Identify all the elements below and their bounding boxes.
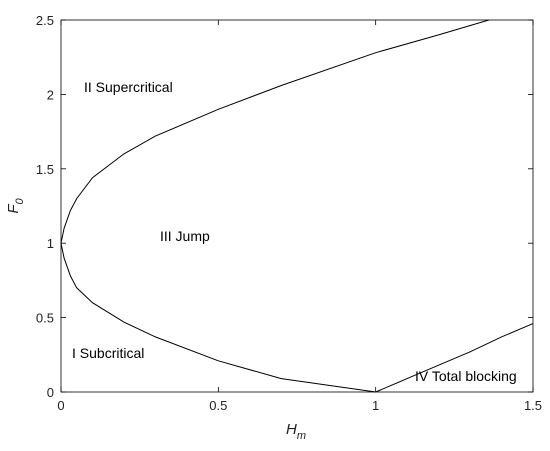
y-axis-label: F0 [5, 197, 26, 213]
x-tick-label: 1 [372, 398, 379, 413]
x-tick-label: 1.5 [524, 398, 542, 413]
curve [60, 243, 376, 393]
plot-frame [60, 19, 534, 393]
x-tick-label: 0.5 [209, 398, 227, 413]
y-tick-label: 0.5 [36, 311, 54, 326]
y-tick-label: 1.5 [36, 162, 54, 177]
y-axis-label-main: F [5, 204, 22, 214]
y-tick-label: 2 [47, 87, 54, 102]
curve [375, 323, 534, 393]
curve [60, 19, 490, 244]
y-tick-label: 2.5 [36, 13, 54, 28]
y-tick-label: 0 [47, 385, 54, 400]
region-label: III Jump [160, 228, 210, 244]
y-axis-label-sub: 0 [14, 197, 26, 204]
region-label: I Subcritical [72, 345, 144, 361]
y-tick-label: 1 [47, 236, 54, 251]
x-axis-label-sub: m [297, 430, 306, 442]
x-axis-label-main: H [286, 421, 297, 438]
region-label: IV Total blocking [415, 368, 517, 384]
x-tick-label: 0 [57, 398, 64, 413]
region-label: II Supercritical [84, 79, 173, 95]
x-axis-label: Hm [286, 421, 306, 442]
